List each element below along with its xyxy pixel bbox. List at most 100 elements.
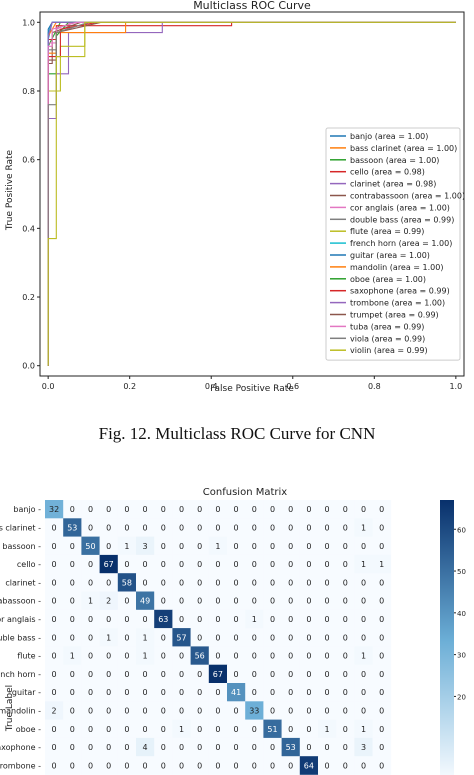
cm-cell-value: 0 (288, 505, 293, 514)
cm-cell (208, 573, 228, 592)
cm-cell-value: 0 (306, 597, 311, 606)
cm-cell (245, 518, 264, 537)
cm-cell (63, 536, 82, 556)
cm-cell (354, 756, 373, 775)
cm-cell-value: 0 (325, 743, 330, 752)
cm-cell-value: 0 (197, 688, 202, 697)
cm-cell (136, 554, 155, 574)
cm-cell-value: 0 (88, 652, 93, 661)
cm-cell-value: 0 (343, 505, 348, 514)
roc-legend-label: clarinet (area = 0.98) (350, 180, 436, 189)
cm-cell-value: 0 (361, 670, 366, 679)
cm-cell (227, 536, 246, 556)
cm-cell (81, 737, 100, 757)
roc-legend-label: trumpet (area = 0.99) (350, 311, 439, 320)
roc-xtick-label: 1.0 (449, 382, 462, 391)
cm-cell (299, 628, 319, 647)
cm-cell-value: 0 (270, 560, 275, 569)
cm-cell (136, 756, 155, 775)
cm-cell-value: 0 (88, 633, 93, 642)
cm-cell (154, 756, 173, 775)
cm-cell-value: 1 (143, 652, 148, 661)
cm-cell-value: 0 (234, 578, 239, 587)
cm-cell-value: 0 (215, 523, 220, 532)
cm-cell-value: 0 (361, 505, 366, 514)
cm-cell-value: 0 (70, 688, 75, 697)
cm-cell (227, 737, 246, 757)
cm-cell-value: 0 (179, 560, 184, 569)
cm-cell-value: 0 (234, 597, 239, 606)
roc-legend: banjo (area = 1.00) bass clarinet (area =… (325, 127, 465, 361)
cm-cell (245, 664, 264, 684)
roc-ytick-label: 0.4 (22, 224, 35, 233)
cm-cell (372, 554, 392, 574)
cm-cell (63, 646, 82, 665)
cm-cell (154, 683, 173, 702)
cm-cell (299, 573, 319, 592)
cm-cell-value: 0 (215, 725, 220, 734)
cm-colorbar-label: 30 (457, 652, 466, 660)
cm-cell-value: 0 (197, 615, 202, 624)
cm-row-label: double bass - (0, 633, 41, 642)
cm-cell (117, 609, 137, 629)
cm-cell (172, 756, 191, 775)
cm-cell-value: 0 (379, 523, 384, 532)
roc-ytick-label: 0.8 (22, 87, 35, 96)
cm-cell-value: 56 (195, 652, 205, 661)
cm-cell-value: 1 (361, 560, 366, 569)
cm-cell (99, 609, 119, 629)
cm-cell-value: 0 (288, 652, 293, 661)
cm-cell (318, 683, 337, 702)
cm-cell (172, 609, 191, 629)
cm-cell (99, 719, 119, 739)
cm-cell (318, 628, 337, 647)
cm-cell (63, 683, 82, 702)
cm-cell (63, 756, 82, 775)
cm-cell-value: 1 (361, 523, 366, 532)
cm-cell (136, 646, 155, 665)
cm-cell (318, 609, 337, 629)
cm-cell (154, 609, 173, 629)
cm-cell-value: 0 (88, 505, 93, 514)
cm-cell-value: 0 (343, 615, 348, 624)
cm-cell (208, 554, 228, 574)
cm-cell-value: 0 (215, 743, 220, 752)
cm-cell (172, 683, 191, 702)
cm-cell (172, 500, 191, 519)
cm-cell-value: 0 (124, 597, 129, 606)
cm-cell (318, 554, 337, 574)
roc-legend-label: trombone (area = 1.00) (350, 299, 445, 308)
cm-cell-value: 0 (88, 706, 93, 715)
cm-cell (45, 591, 64, 611)
cm-cell-value: 0 (215, 761, 220, 770)
cm-cell (227, 609, 246, 629)
cm-cell (136, 573, 155, 592)
cm-cell-value: 0 (270, 652, 275, 661)
cm-cell (63, 609, 82, 629)
cm-cell-value: 0 (379, 542, 384, 551)
roc-xtick-label: 0.2 (123, 382, 136, 391)
cm-cell-value: 0 (234, 633, 239, 642)
cm-cell (99, 591, 119, 611)
cm-cell (299, 664, 319, 684)
cm-cell-value: 0 (234, 560, 239, 569)
cm-cell-value: 32 (49, 505, 59, 514)
cm-cell (354, 573, 373, 592)
cm-cell (208, 756, 228, 775)
cm-cell (136, 701, 155, 720)
cm-cell-value: 1 (361, 725, 366, 734)
cm-cell-value: 0 (179, 706, 184, 715)
cm-cell (45, 500, 64, 519)
roc-legend-label: mandolin (area = 1.00) (350, 263, 443, 272)
cm-cell (172, 536, 191, 556)
cm-colorbar-label: 50 (457, 568, 466, 576)
cm-cell (117, 719, 137, 739)
cm-cell-value: 0 (52, 542, 57, 551)
cm-cell-value: 64 (304, 761, 314, 770)
cm-cell-value: 0 (161, 761, 166, 770)
cm-cell-value: 0 (52, 597, 57, 606)
cm-cell-value: 0 (215, 652, 220, 661)
cm-cell (154, 536, 173, 556)
cm-cell (190, 719, 210, 739)
cm-cell-value: 50 (85, 542, 95, 551)
